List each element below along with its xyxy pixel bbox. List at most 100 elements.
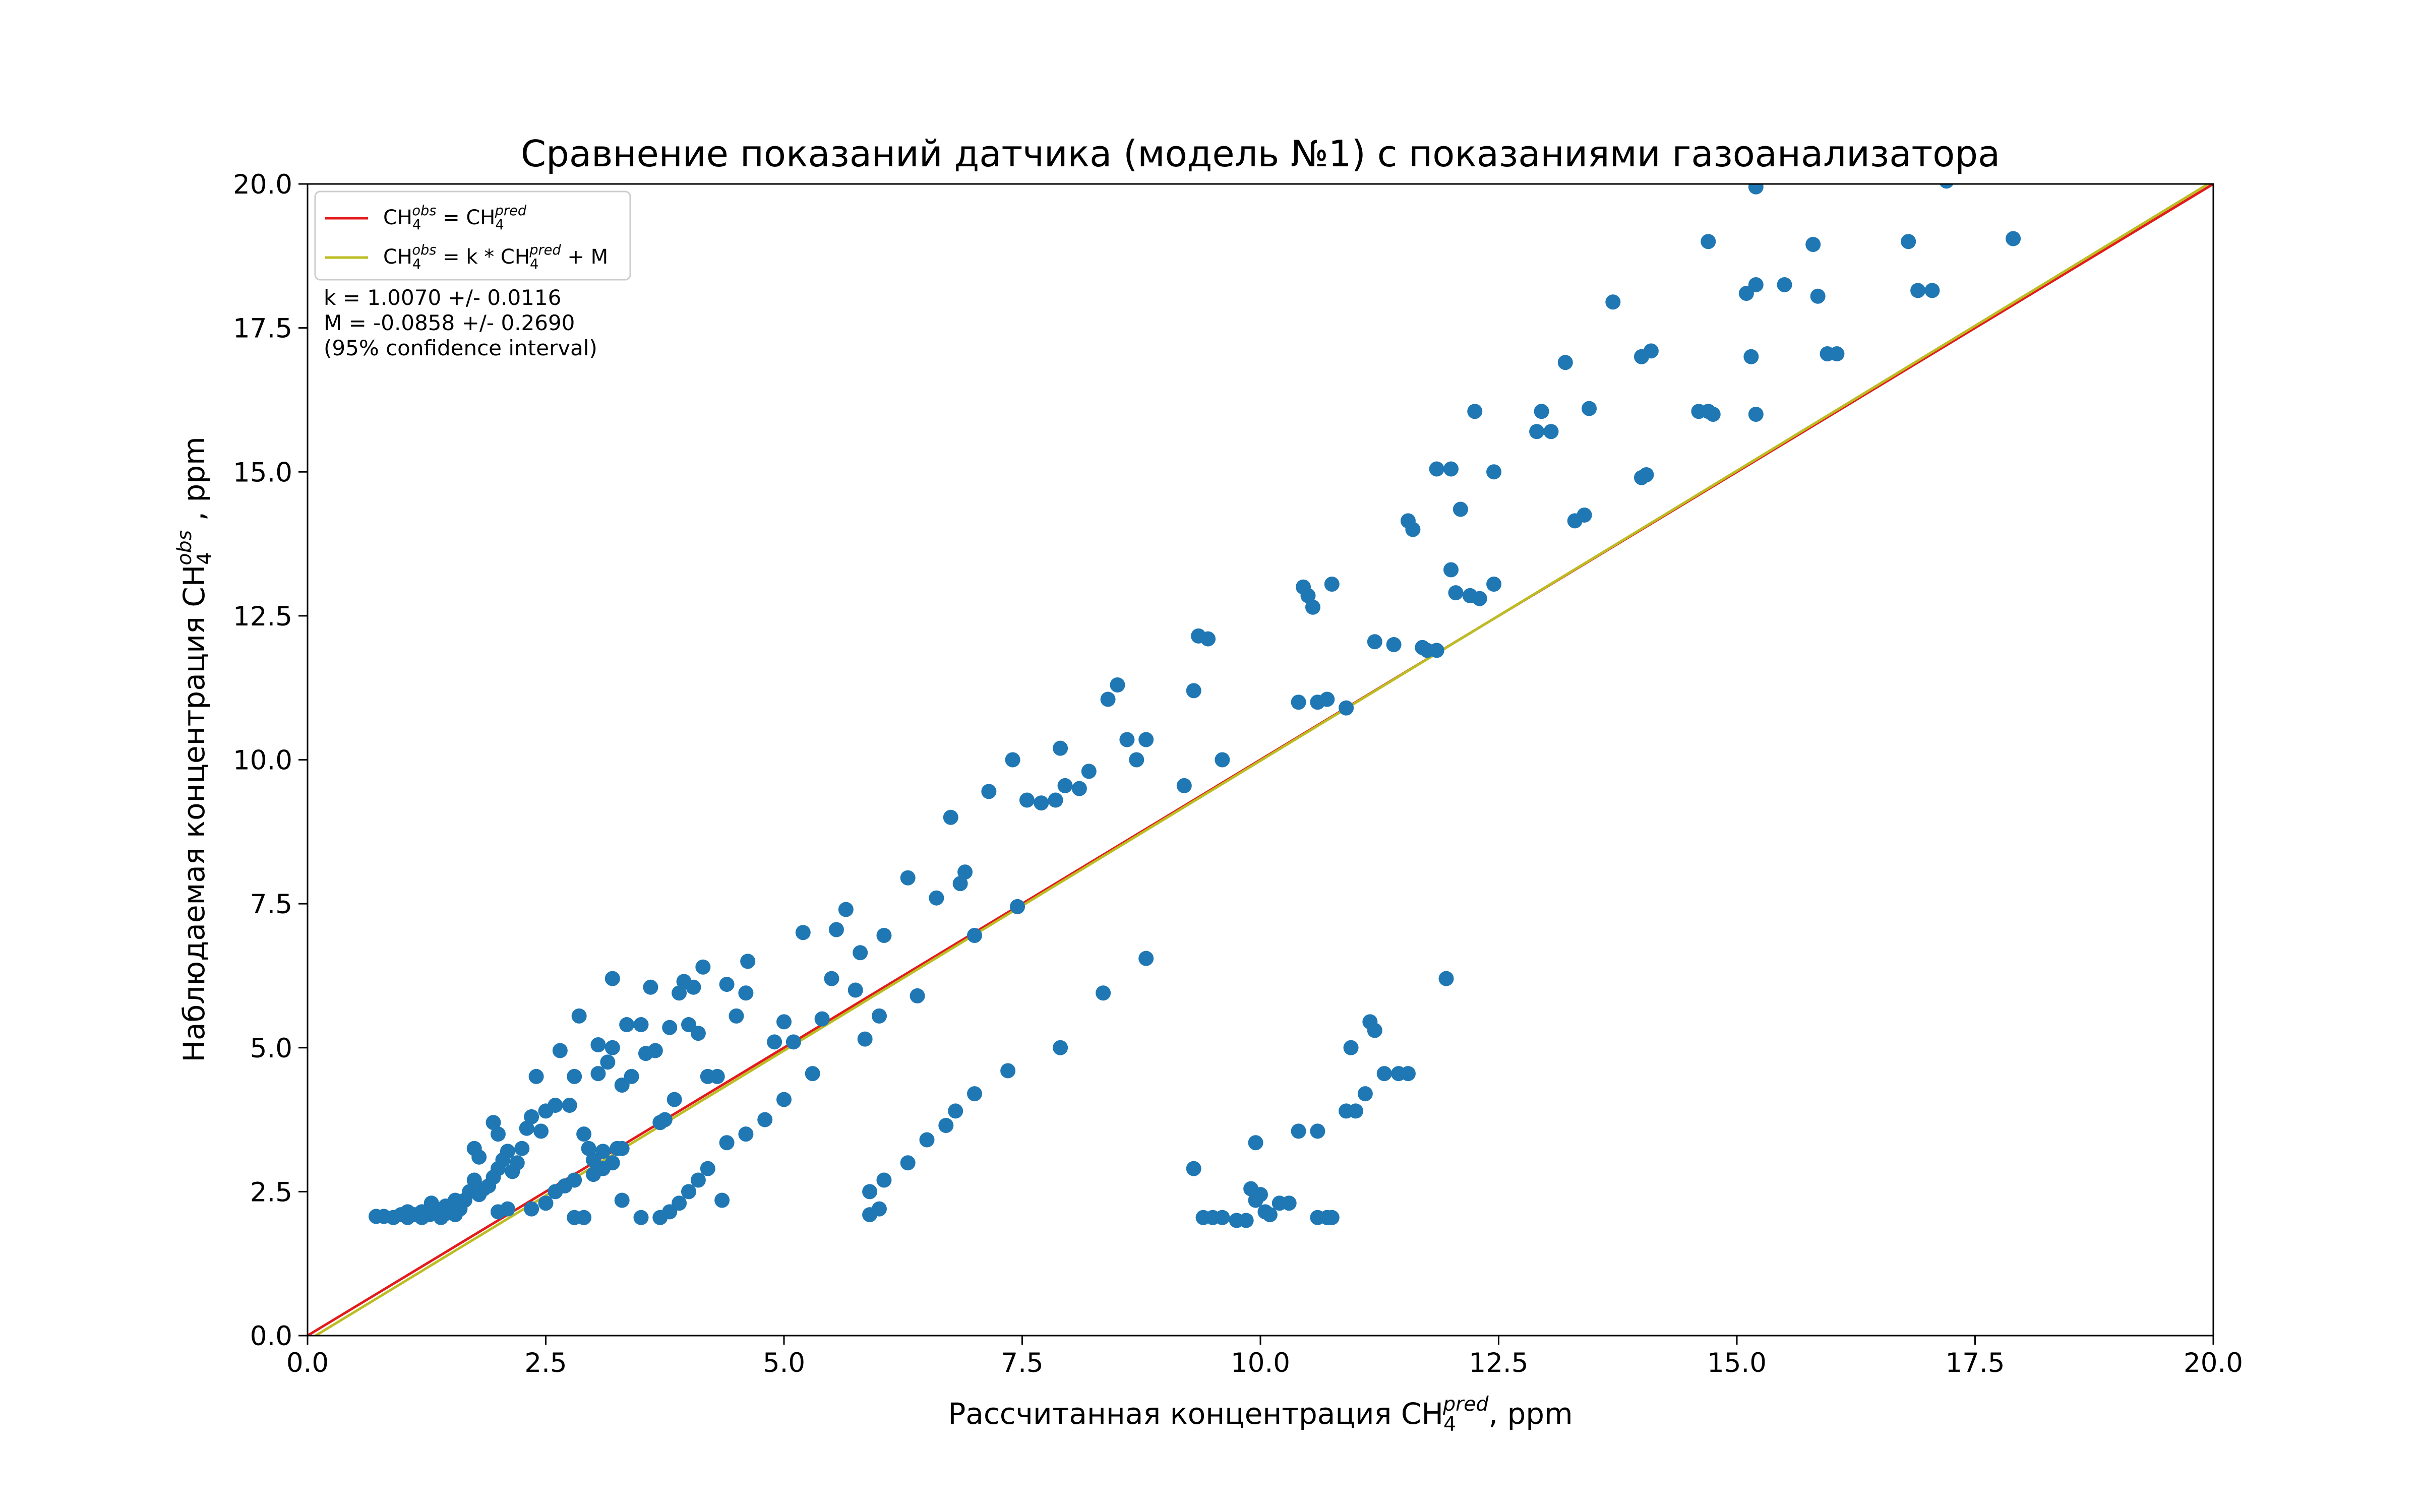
y-tick-label: 12.5 bbox=[233, 601, 292, 632]
data-point bbox=[1405, 522, 1421, 537]
data-point bbox=[776, 1014, 792, 1030]
data-point bbox=[447, 1192, 463, 1208]
data-point bbox=[538, 1195, 554, 1211]
data-point bbox=[853, 945, 868, 961]
data-point bbox=[1129, 752, 1144, 768]
data-point bbox=[624, 1068, 639, 1084]
data-point bbox=[1557, 355, 1573, 370]
data-point bbox=[967, 927, 982, 943]
data-point bbox=[424, 1195, 439, 1211]
data-point bbox=[590, 1037, 606, 1053]
superscript: pred bbox=[1442, 1393, 1489, 1416]
x-axis-label: Рассчитанная концентрация CH4pred, ppm bbox=[948, 1393, 1572, 1436]
data-point bbox=[1939, 184, 1954, 189]
data-point bbox=[828, 922, 844, 937]
data-point bbox=[571, 1008, 587, 1024]
data-point bbox=[1467, 404, 1483, 419]
text-run: = CH bbox=[436, 206, 495, 229]
data-point bbox=[633, 1017, 649, 1033]
data-point bbox=[738, 1126, 754, 1142]
y-tick-label: 2.5 bbox=[250, 1177, 292, 1208]
annotation-line: k = 1.0070 +/- 0.0116 bbox=[324, 285, 561, 310]
data-point bbox=[1005, 752, 1020, 768]
data-point bbox=[1577, 507, 1592, 523]
data-point bbox=[738, 985, 754, 1001]
legend-box bbox=[314, 191, 631, 281]
y-tick-label: 20.0 bbox=[233, 169, 292, 200]
text-run: Наблюдаемая концентрация CH bbox=[177, 565, 211, 1062]
data-point bbox=[1186, 1161, 1201, 1176]
annotation-line: (95% confidence interval) bbox=[324, 336, 597, 360]
text-run: Рассчитанная концентрация CH bbox=[948, 1397, 1443, 1431]
data-point bbox=[1805, 236, 1821, 252]
data-point bbox=[576, 1126, 592, 1142]
data-point bbox=[1262, 1207, 1278, 1223]
legend-label-fit: CH4obs = k * CH4pred + M bbox=[383, 242, 608, 272]
data-point bbox=[414, 1210, 430, 1225]
data-point bbox=[1443, 562, 1459, 578]
data-point bbox=[938, 1117, 954, 1133]
data-point bbox=[1324, 577, 1340, 592]
data-point bbox=[1176, 778, 1192, 793]
text-run: = k * CH bbox=[436, 245, 530, 269]
data-point bbox=[729, 1008, 744, 1024]
data-point bbox=[471, 1149, 487, 1165]
data-point bbox=[514, 1141, 530, 1156]
data-point bbox=[524, 1109, 539, 1124]
x-tick-label: 12.5 bbox=[1469, 1348, 1528, 1378]
data-point bbox=[1376, 1066, 1392, 1082]
subscript: 4 bbox=[412, 217, 421, 233]
superscript: obs bbox=[412, 203, 436, 219]
data-point bbox=[1081, 764, 1097, 779]
subscript: 4 bbox=[412, 257, 421, 272]
data-point bbox=[667, 1092, 682, 1107]
data-point bbox=[1343, 1040, 1359, 1055]
data-point bbox=[776, 1092, 792, 1107]
data-point bbox=[1053, 740, 1068, 756]
data-point bbox=[785, 1034, 801, 1050]
data-point bbox=[1348, 1103, 1363, 1119]
data-point bbox=[647, 1043, 663, 1058]
subscript: 4 bbox=[495, 217, 504, 233]
data-point bbox=[1096, 985, 1111, 1001]
data-point bbox=[2006, 231, 2021, 246]
data-point bbox=[1300, 588, 1316, 603]
data-point bbox=[714, 1192, 730, 1208]
data-point bbox=[900, 1155, 916, 1171]
data-point bbox=[719, 1135, 735, 1151]
data-point bbox=[948, 1103, 963, 1119]
data-point bbox=[1901, 234, 1916, 249]
data-point bbox=[500, 1201, 515, 1217]
data-point bbox=[805, 1066, 820, 1082]
data-point bbox=[619, 1017, 635, 1033]
data-point bbox=[633, 1210, 649, 1225]
data-point bbox=[1057, 778, 1073, 793]
x-tick-label: 5.0 bbox=[763, 1348, 805, 1378]
data-point bbox=[1367, 634, 1382, 650]
data-point bbox=[1034, 795, 1049, 811]
data-point bbox=[672, 1195, 687, 1211]
superscript: pred bbox=[529, 242, 561, 258]
data-point bbox=[1453, 501, 1468, 517]
chart-title: Сравнение показаний датчика (модель №1) … bbox=[521, 133, 2000, 175]
data-point bbox=[695, 959, 711, 975]
data-point bbox=[1000, 1063, 1016, 1079]
data-point bbox=[562, 1098, 577, 1113]
data-point bbox=[1119, 732, 1135, 747]
data-point bbox=[400, 1210, 415, 1225]
data-point bbox=[1429, 643, 1444, 658]
data-point bbox=[1443, 461, 1459, 477]
data-point bbox=[1071, 781, 1087, 796]
data-point bbox=[1438, 971, 1454, 986]
data-point bbox=[700, 1161, 715, 1176]
x-tick-label: 2.5 bbox=[524, 1348, 567, 1378]
subscript: 4 bbox=[193, 552, 216, 564]
data-point bbox=[1705, 407, 1721, 422]
data-point bbox=[614, 1141, 630, 1156]
data-point bbox=[1110, 677, 1125, 692]
data-point bbox=[943, 809, 958, 825]
subscript: 4 bbox=[1443, 1413, 1456, 1436]
text-run: , ppm bbox=[1489, 1397, 1573, 1431]
data-point bbox=[500, 1144, 515, 1159]
